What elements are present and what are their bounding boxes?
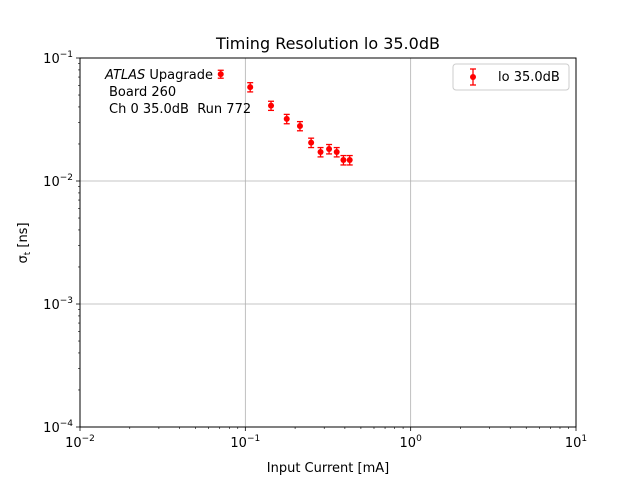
chart-title: Timing Resolution lo 35.0dB bbox=[215, 34, 440, 53]
y-tick-label-exponent: −1 bbox=[60, 50, 73, 60]
y-axis-label: σt [ns] bbox=[16, 222, 33, 263]
y-tick-label-base: 10 bbox=[43, 52, 60, 67]
x-tick-label-exponent: 1 bbox=[581, 434, 587, 444]
x-tick-label-exponent: 0 bbox=[416, 434, 422, 444]
data-point bbox=[308, 139, 315, 146]
data-point bbox=[317, 149, 324, 156]
data-point bbox=[346, 157, 353, 164]
data-point bbox=[340, 157, 347, 164]
data-point bbox=[333, 149, 340, 156]
data-point bbox=[283, 115, 290, 122]
x-tick-label-base: 10 bbox=[565, 436, 582, 451]
data-series bbox=[217, 69, 353, 166]
y-tick-label-base: 10 bbox=[43, 421, 60, 436]
data-point bbox=[217, 71, 224, 78]
data-point bbox=[326, 146, 333, 153]
y-axis-label-sigma: σ bbox=[16, 255, 31, 263]
annotation-board: Board 260 bbox=[109, 85, 176, 100]
legend-marker bbox=[470, 74, 476, 80]
plot-frame bbox=[79, 57, 577, 428]
x-tick-label-base: 10 bbox=[65, 436, 82, 451]
y-tick-label-base: 10 bbox=[43, 298, 60, 313]
x-tick-label-base: 10 bbox=[230, 436, 247, 451]
x-tick-label-exponent: −2 bbox=[82, 434, 95, 444]
x-tick-label: 100 bbox=[400, 434, 423, 451]
x-tick-label: 10−1 bbox=[230, 434, 260, 451]
y-tick-label-exponent: −3 bbox=[60, 296, 73, 306]
y-tick-label: 10−1 bbox=[43, 50, 73, 67]
y-axis-label-unit: [ns] bbox=[16, 222, 31, 251]
data-point bbox=[247, 84, 254, 91]
x-axis-label: Input Current [mA] bbox=[267, 461, 389, 476]
annotation-run: Ch 0 35.0dB Run 772 bbox=[109, 102, 251, 117]
y-tick-label-exponent: −4 bbox=[60, 419, 74, 429]
x-tick-label-exponent: −1 bbox=[247, 434, 260, 444]
y-tick-label: 10−2 bbox=[43, 173, 73, 190]
y-axis-label-sub: t bbox=[23, 251, 33, 255]
annotation-experiment: ATLAS bbox=[104, 68, 145, 83]
legend-box bbox=[452, 63, 570, 91]
annotation-experiment-rest: Upagrade bbox=[145, 68, 213, 83]
y-tick-label: 10−3 bbox=[43, 296, 73, 313]
y-tick-label-base: 10 bbox=[43, 175, 60, 190]
x-tick-label-base: 10 bbox=[400, 436, 417, 451]
x-tick-label: 10−2 bbox=[65, 434, 95, 451]
data-point bbox=[296, 122, 303, 129]
legend: lo 35.0dB bbox=[452, 63, 570, 91]
data-point bbox=[268, 102, 275, 109]
annotation-line-1: ATLAS Upagrade bbox=[104, 68, 213, 83]
y-tick-label-exponent: −2 bbox=[60, 173, 73, 183]
legend-label: lo 35.0dB bbox=[498, 70, 560, 85]
y-tick-label: 10−4 bbox=[43, 419, 73, 436]
grid-lines bbox=[80, 58, 576, 427]
x-tick-label: 101 bbox=[565, 434, 587, 451]
